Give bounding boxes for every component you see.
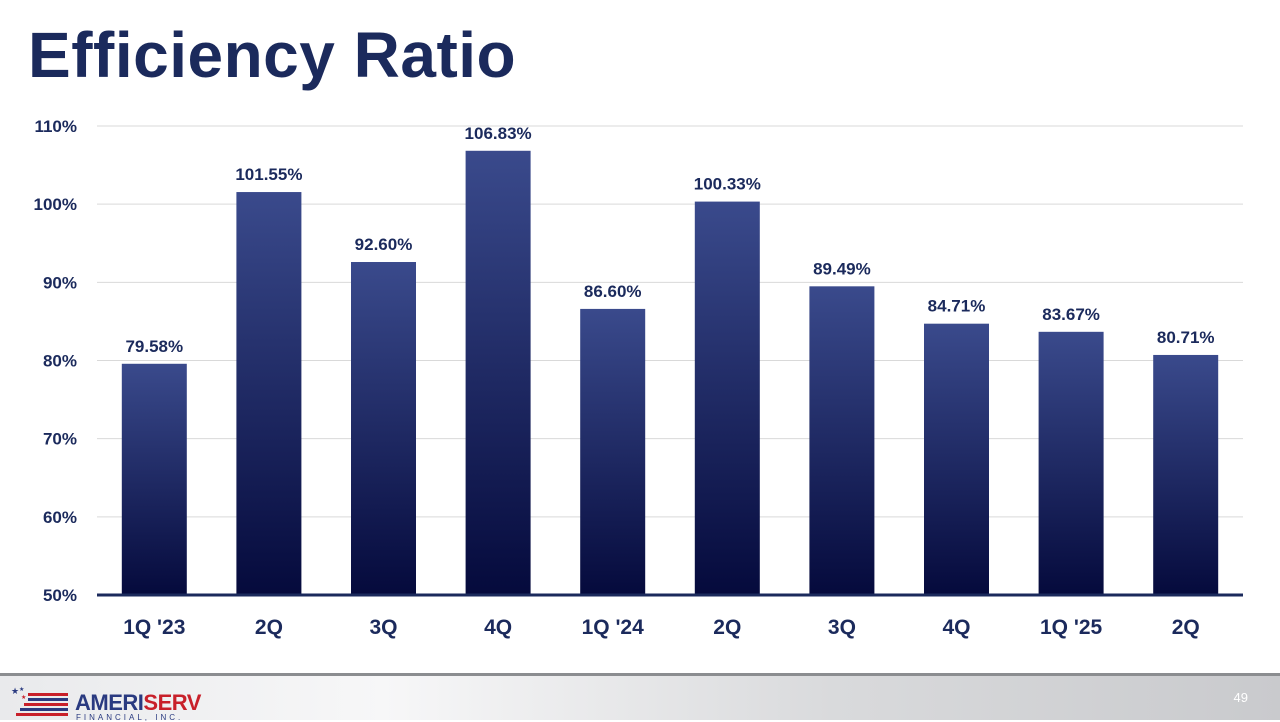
bar [1038,331,1104,595]
bar [121,363,187,595]
bar [465,150,531,595]
data-label: 101.55% [235,165,302,184]
y-tick-label: 70% [43,430,77,449]
bars [121,150,1219,596]
logo-subtitle: FINANCIAL, INC. [76,713,184,722]
x-tick-label: 2Q [1172,616,1200,639]
x-tick-label: 3Q [828,616,856,639]
x-tick-label: 1Q '25 [1040,616,1103,639]
x-tick-label: 1Q '23 [123,616,185,639]
x-tick-label: 4Q [942,616,970,639]
bar [809,286,875,595]
bar [694,201,760,596]
x-tick-label: 4Q [484,616,512,639]
data-label: 80.71% [1157,328,1215,347]
x-tick-label: 3Q [369,616,397,639]
page-number: 49 [1233,690,1248,705]
x-tick-label: 2Q [255,616,283,639]
footer-bar: ★ ★ ★ AMERISERV FINANCIAL, INC. 49 [0,673,1280,722]
bar [580,308,646,595]
y-tick-label: 80% [43,352,77,371]
logo-wordmark: AMERISERV [75,690,201,716]
page-title: Efficiency Ratio [28,19,517,91]
svg-text:★: ★ [21,694,26,701]
bar [1153,354,1219,595]
y-tick-label: 90% [43,273,77,292]
data-label: 83.67% [1042,305,1100,324]
data-label: 79.58% [125,337,183,356]
y-tick-label: 60% [43,508,77,527]
logo-wordmark-accent: SERV [143,690,201,715]
svg-text:★: ★ [19,686,24,693]
y-tick-label: 50% [43,586,77,605]
x-tick-label: 2Q [713,616,741,639]
bar [236,192,302,595]
flag-stars-icon: ★ ★ ★ [11,686,68,716]
y-tick-label: 110% [34,117,77,136]
efficiency-ratio-chart: 50% 60% 70% 80% 90% 100% 110% 79.58% 1Q '23 101.5… [34,117,1243,639]
labels: 50% 60% 70% 80% 90% 100% 110% 79.58% 1Q '23 101.5… [34,117,1215,639]
data-label: 86.60% [584,282,642,301]
data-label: 89.49% [813,259,871,278]
company-logo: ★ ★ ★ AMERISERV FINANCIAL, INC. [10,684,201,722]
data-label: 84.71% [928,297,986,316]
y-tick-label: 100% [34,195,77,214]
svg-text:★: ★ [11,687,19,697]
logo-wordmark-main: AMERI [75,690,144,715]
data-label: 106.83% [465,124,532,143]
x-tick-label: 1Q '24 [582,616,645,639]
bar [351,262,416,595]
bar [924,323,989,595]
data-label: 100.33% [694,175,761,194]
data-label: 92.60% [355,235,413,254]
